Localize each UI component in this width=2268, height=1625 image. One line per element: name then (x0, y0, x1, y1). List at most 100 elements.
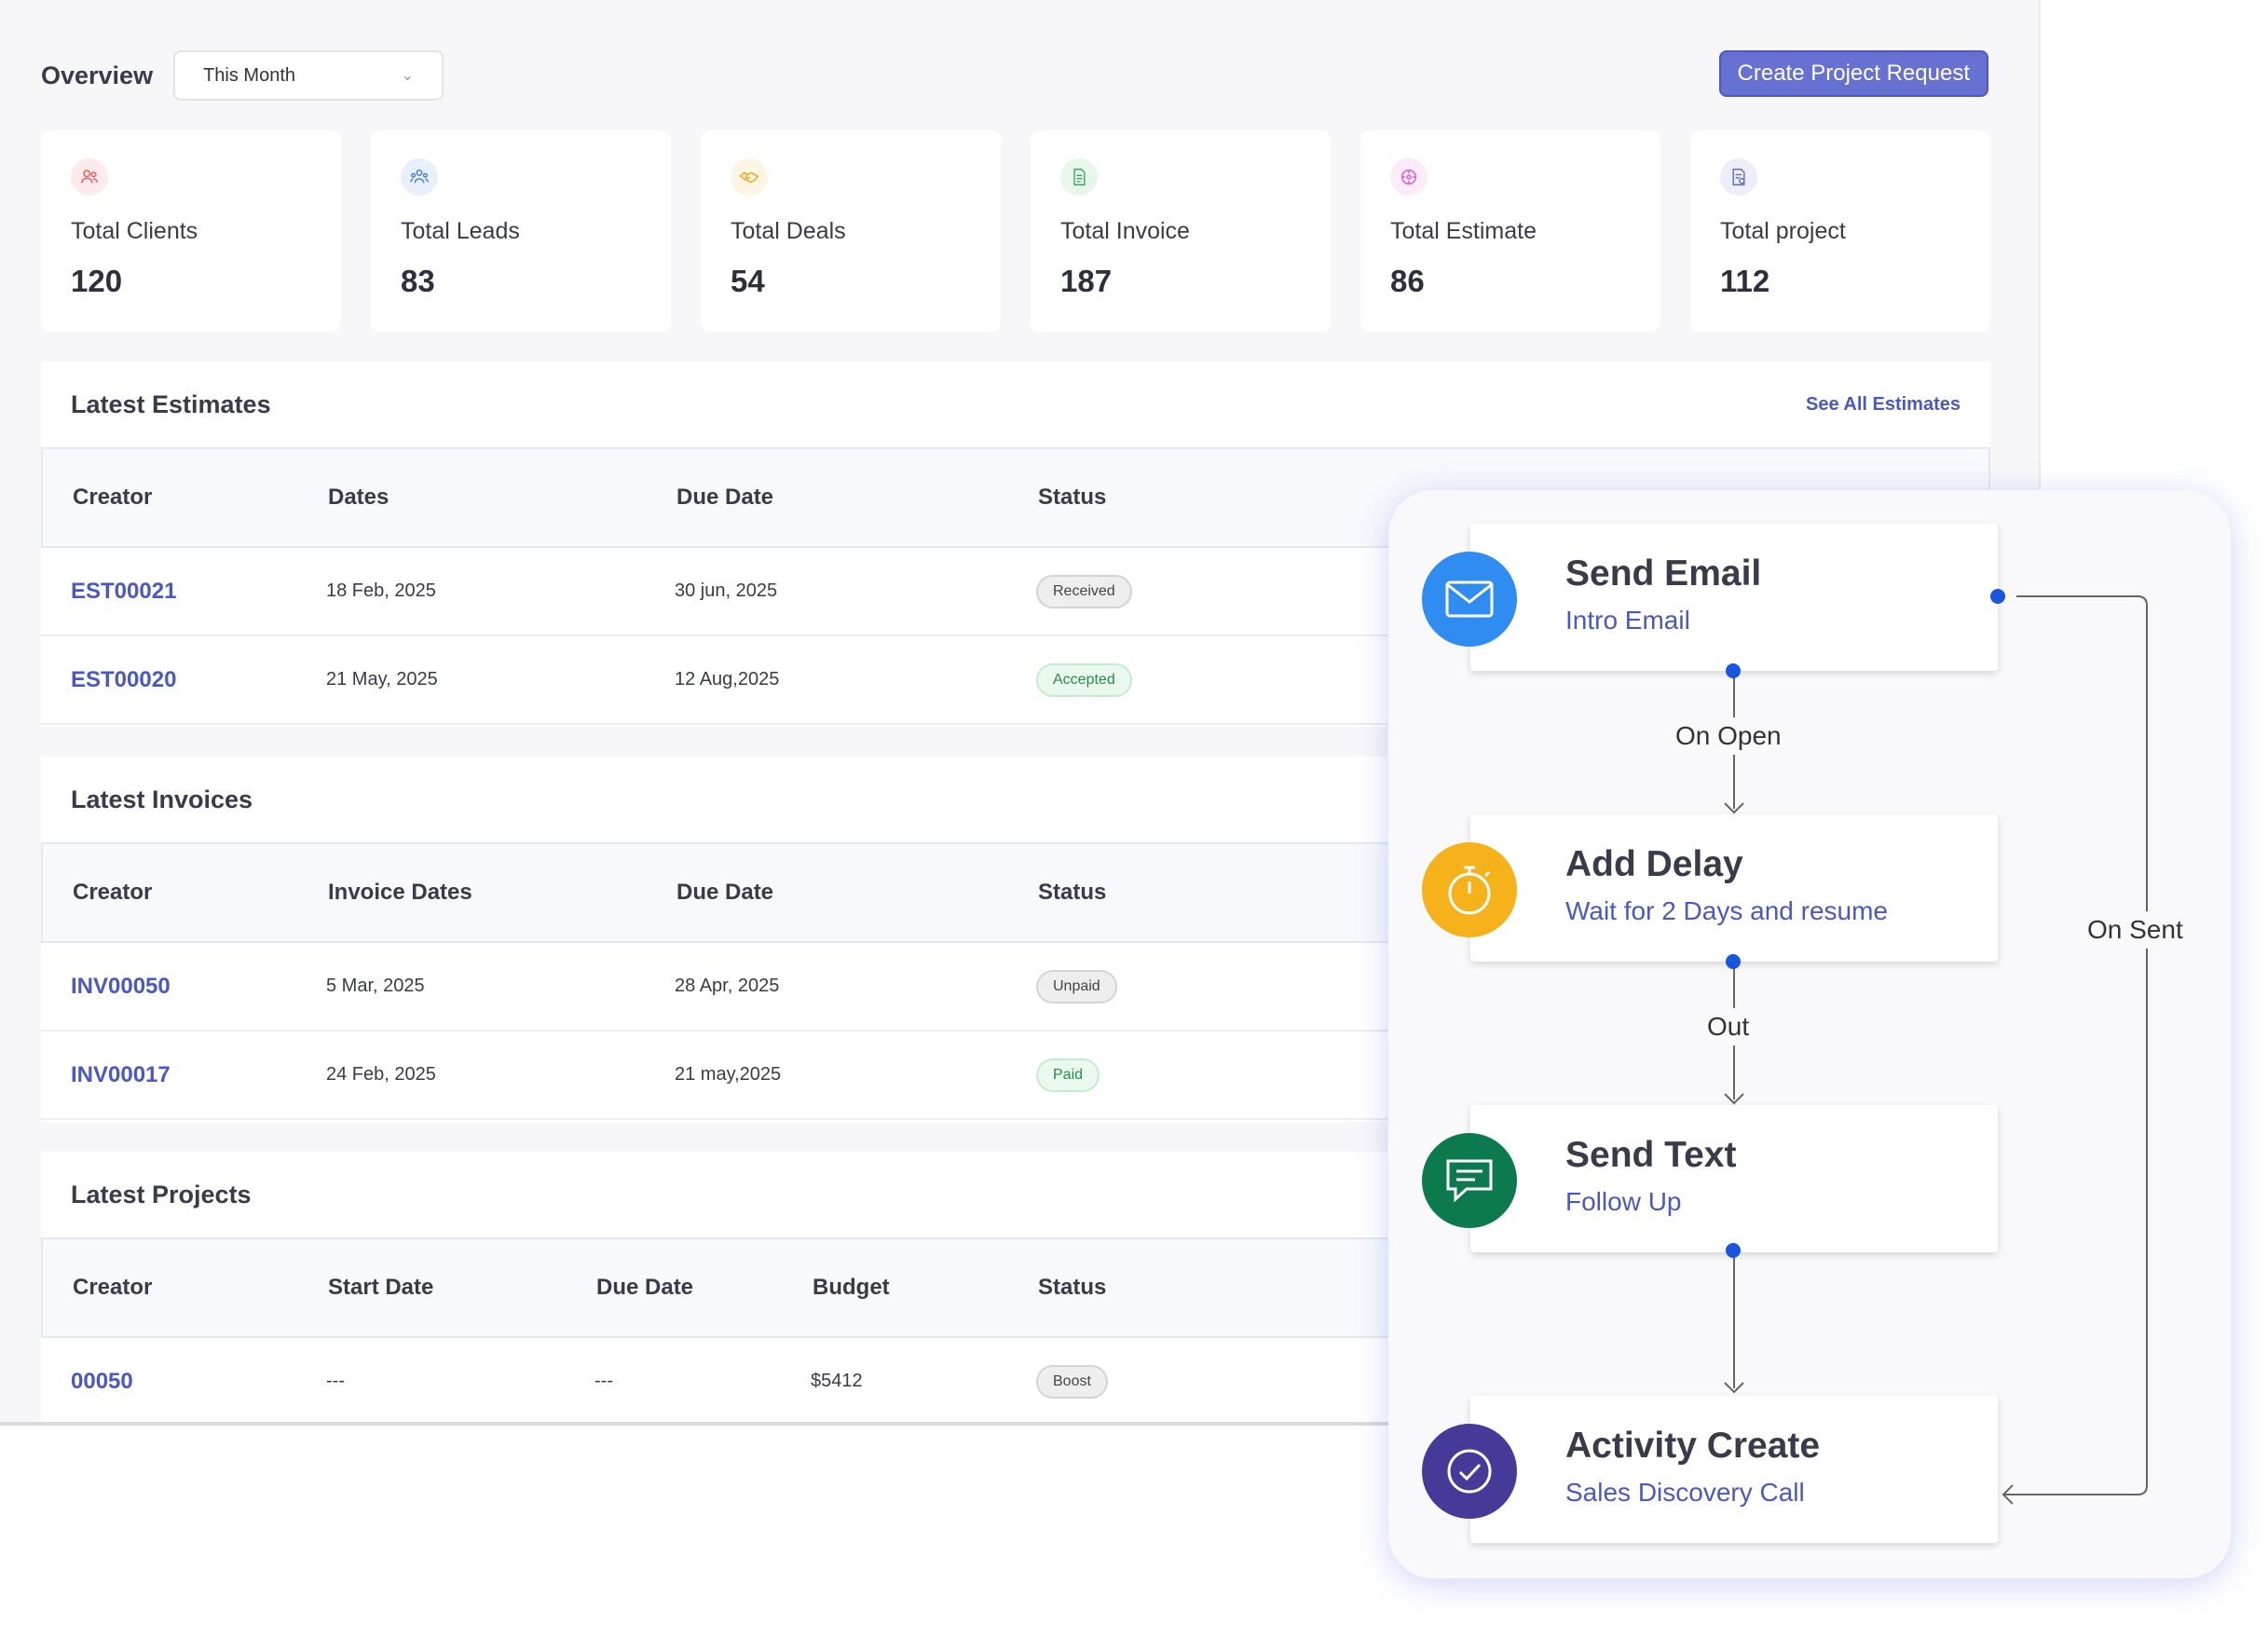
node-title: Send Email (1565, 553, 1762, 594)
node-subtitle[interactable]: Wait for 2 Days and resume (1565, 896, 1888, 925)
node-title: Send Text (1565, 1135, 1737, 1175)
table-row[interactable]: EST00021 18 Feb, 2025 30 jun, 2025 Recei… (41, 548, 1990, 636)
status-badge: Boost (1036, 1364, 1108, 1399)
stat-value: 187 (1060, 264, 1113, 298)
stat-label: Total Leads (401, 218, 520, 244)
column-header[interactable]: Start Date (328, 1275, 434, 1300)
node-subtitle[interactable]: Sales Discovery Call (1565, 1478, 1805, 1507)
mail-icon (1422, 552, 1517, 647)
estimate-icon (1390, 158, 1428, 196)
connector-dot[interactable] (1990, 589, 2005, 604)
stat-card-leads[interactable]: Total Leads 83 (371, 130, 671, 332)
column-header[interactable]: Status (1038, 485, 1107, 510)
connector-line (1733, 1249, 1735, 1388)
due-date-cell: 12 Aug,2025 (675, 669, 780, 690)
check-circle-icon (1422, 1424, 1517, 1519)
see-all-estimates-link[interactable]: See All Estimates (1805, 393, 1961, 415)
column-header[interactable]: Due Date (676, 880, 774, 905)
status-badge: Paid (1036, 1058, 1100, 1092)
workflow-node-send-text[interactable]: Send Text Follow Up (1470, 1105, 1998, 1252)
date-cell: 24 Feb, 2025 (326, 1064, 436, 1085)
workflow-node-add-delay[interactable]: Add Delay Wait for 2 Days and resume (1470, 814, 1998, 962)
stat-value: 86 (1390, 264, 1425, 298)
budget-cell: $5412 (811, 1371, 863, 1391)
stat-cards: Total Clients 120 Total Leads 83 Total D… (41, 130, 1990, 332)
chevron-down-icon: ⌄ (401, 68, 415, 84)
stat-card-estimate[interactable]: Total Estimate 86 (1360, 130, 1660, 332)
due-date-cell: 21 may,2025 (675, 1064, 782, 1085)
stat-value: 54 (731, 264, 765, 298)
chat-icon (1422, 1133, 1517, 1228)
start-date-cell: --- (326, 1371, 345, 1391)
connector-dot[interactable] (1726, 954, 1741, 969)
stat-value: 112 (1720, 264, 1770, 298)
column-header[interactable]: Budget (813, 1275, 890, 1300)
section-header: Latest Projects (41, 1152, 1990, 1237)
overview-header: Overview This Month ⌄ Create Project Req… (41, 50, 1988, 101)
node-subtitle[interactable]: Intro Email (1565, 606, 1690, 635)
project-id-link[interactable]: 00050 (71, 1368, 133, 1394)
section-title: Latest Projects (71, 1180, 252, 1209)
node-title: Add Delay (1565, 844, 1743, 884)
due-date-cell: --- (594, 1371, 613, 1391)
table-row[interactable]: EST00020 21 May, 2025 12 Aug,2025 Accept… (41, 636, 1990, 725)
stat-card-project[interactable]: Total project 112 (1690, 130, 1990, 332)
create-project-request-button[interactable]: Create Project Request (1718, 50, 1988, 97)
stat-card-clients[interactable]: Total Clients 120 (41, 130, 341, 332)
status-badge: Accepted (1036, 662, 1132, 697)
users-icon (71, 158, 108, 196)
due-date-cell: 30 jun, 2025 (675, 580, 778, 601)
node-subtitle[interactable]: Follow Up (1565, 1187, 1682, 1216)
section-header: Latest Invoices (41, 757, 1990, 842)
connector-dot[interactable] (1726, 1243, 1741, 1258)
section-header: Latest Estimates See All Estimates (41, 362, 1990, 447)
connector-dot[interactable] (1726, 663, 1741, 678)
period-select[interactable]: This Month ⌄ (173, 50, 444, 101)
workflow-panel: On Open Out On Sent Send Email Intro Ema… (1388, 490, 2231, 1578)
table-row[interactable]: INV00050 5 Mar, 2025 28 Apr, 2025 Unpaid (41, 943, 1990, 1031)
table-row[interactable]: 00050 --- --- $5412 Boost (41, 1338, 1990, 1422)
timer-icon (1422, 842, 1517, 937)
status-badge: Unpaid (1036, 969, 1117, 1004)
column-header[interactable]: Status (1038, 1275, 1107, 1300)
stat-label: Total project (1720, 218, 1846, 244)
invoice-id-link[interactable]: INV00050 (71, 973, 171, 999)
column-header[interactable]: Due Date (596, 1275, 694, 1300)
stat-label: Total Clients (71, 218, 198, 244)
date-cell: 21 May, 2025 (326, 669, 438, 690)
table-row[interactable]: INV00017 24 Feb, 2025 21 may,2025 Paid (41, 1031, 1990, 1120)
estimate-id-link[interactable]: EST00021 (71, 578, 177, 604)
workflow-node-send-email[interactable]: Send Email Intro Email (1470, 524, 1998, 671)
estimate-id-link[interactable]: EST00020 (71, 666, 177, 692)
stat-value: 83 (401, 264, 435, 298)
edge-label-out: Out (1705, 1008, 1752, 1045)
column-header[interactable]: Due Date (676, 485, 774, 510)
date-cell: 5 Mar, 2025 (326, 976, 425, 996)
column-header[interactable]: Dates (328, 485, 389, 510)
invoice-id-link[interactable]: INV00017 (71, 1061, 171, 1087)
stat-label: Total Deals (731, 218, 846, 244)
date-cell: 18 Feb, 2025 (326, 580, 436, 601)
column-header[interactable]: Invoice Dates (328, 880, 472, 905)
column-header[interactable]: Creator (73, 1275, 153, 1300)
stat-label: Total Invoice (1060, 218, 1190, 244)
connector-arrows (1724, 595, 2148, 1505)
stat-value: 120 (71, 264, 123, 298)
period-select-value: This Month (203, 64, 296, 86)
column-header[interactable]: Status (1038, 880, 1107, 905)
handshake-icon (731, 158, 768, 196)
column-header[interactable]: Creator (73, 485, 153, 510)
due-date-cell: 28 Apr, 2025 (675, 976, 780, 996)
stat-card-deals[interactable]: Total Deals 54 (701, 130, 1001, 332)
section-title: Latest Estimates (71, 389, 271, 418)
stat-card-invoice[interactable]: Total Invoice 187 (1031, 130, 1331, 332)
invoice-icon (1060, 158, 1098, 196)
column-header[interactable]: Creator (73, 880, 153, 905)
node-title: Activity Create (1565, 1426, 1821, 1466)
edge-label-on-open: On Open (1674, 717, 1783, 755)
status-badge: Received (1036, 574, 1132, 608)
workflow-node-activity-create[interactable]: Activity Create Sales Discovery Call (1470, 1396, 1998, 1543)
page-title: Overview (41, 61, 154, 89)
project-icon (1720, 158, 1757, 196)
stat-label: Total Estimate (1390, 218, 1537, 244)
